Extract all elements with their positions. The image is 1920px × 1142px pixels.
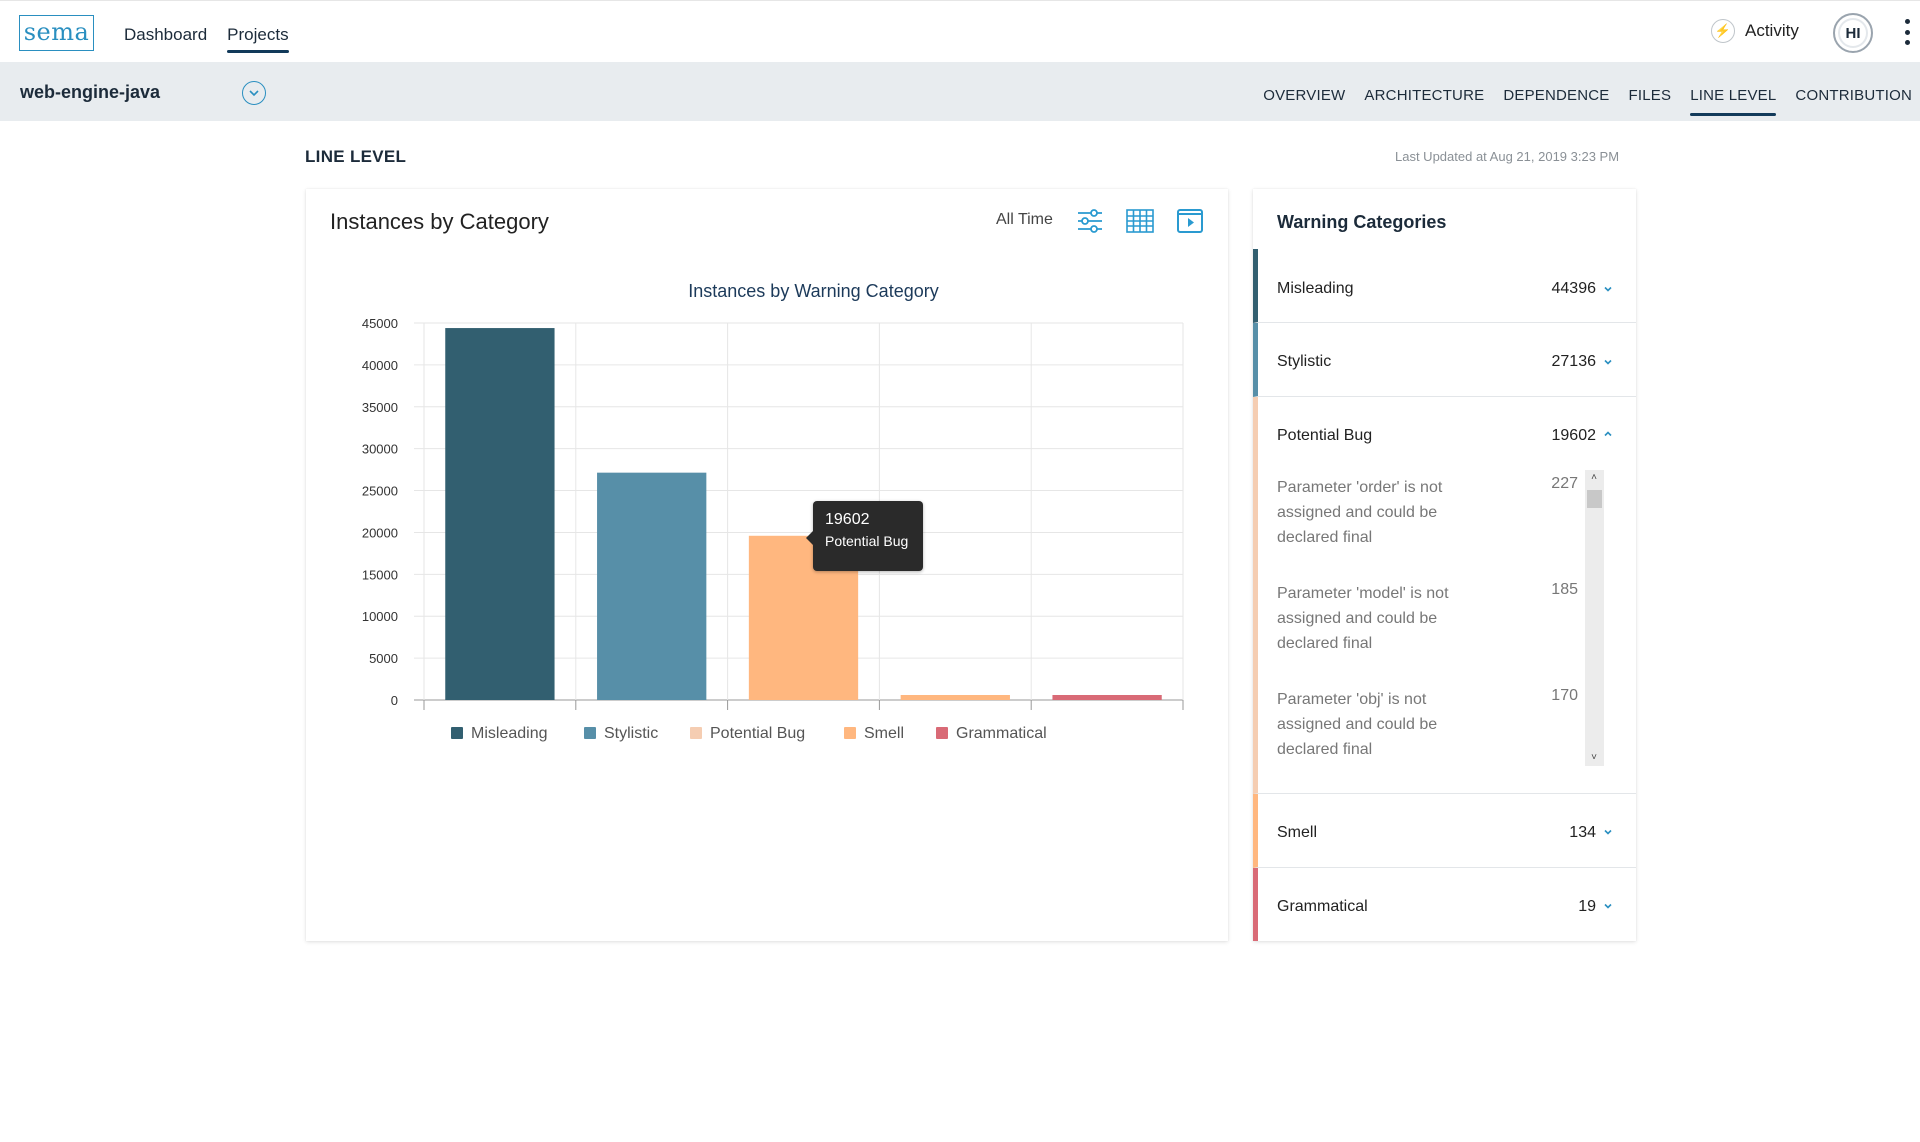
y-tick-label: 30000 <box>362 442 398 457</box>
warning-categories-card: Warning Categories Misleading 44396 Styl… <box>1253 189 1636 941</box>
filter-sliders-icon[interactable] <box>1076 207 1104 235</box>
category-name: Potential Bug <box>1277 427 1373 444</box>
category-potential-bug[interactable]: Potential Bug 19602 Parameter 'order' is… <box>1253 397 1636 794</box>
y-tick-label: 25000 <box>362 484 398 499</box>
legend-label: Grammatical <box>956 725 1047 742</box>
legend-swatch <box>936 727 948 739</box>
nav-projects[interactable]: Projects <box>227 25 290 53</box>
tab-dependence[interactable]: DEPENDENCE <box>1503 87 1610 104</box>
scroll-up-icon[interactable]: ˄ <box>1591 472 1597 483</box>
chevron-down-icon <box>1604 359 1612 365</box>
project-name: web-engine-java <box>20 82 161 102</box>
chart-title: Instances by Warning Category <box>688 281 938 301</box>
chart-tooltip: 19602 Potential Bug <box>806 501 923 571</box>
nav-dashboard[interactable]: Dashboard <box>124 25 208 44</box>
details-scrollbar[interactable]: ˄ ˅ <box>1585 470 1604 766</box>
category-count: 19 <box>1578 898 1596 915</box>
tab-files[interactable]: FILES <box>1628 87 1672 104</box>
present-icon[interactable] <box>1176 207 1204 235</box>
category-stylistic[interactable]: Stylistic 27136 <box>1253 323 1636 397</box>
project-tabs: OVERVIEW ARCHITECTURE DEPENDENCE FILES L… <box>1263 87 1912 116</box>
last-updated: Last Updated at Aug 21, 2019 3:23 PM <box>1395 149 1620 164</box>
top-bar: sema Dashboard Projects ⚡ Activity HI <box>0 0 1920 62</box>
warning-detail-text: Parameter 'obj' is not assigned and coul… <box>1277 691 1438 758</box>
main-nav: Dashboard Projects <box>124 25 290 53</box>
y-tick-label: 0 <box>391 693 398 708</box>
y-tick-label: 20000 <box>362 525 398 540</box>
activity-button[interactable]: ⚡ Activity <box>1711 19 1799 43</box>
legend-swatch <box>690 727 702 739</box>
warning-detail-count: 185 <box>1551 581 1578 598</box>
scrollbar-thumb[interactable] <box>1587 490 1602 508</box>
warning-detail-count: 170 <box>1551 687 1578 704</box>
chevron-up-icon <box>1604 431 1612 437</box>
avatar[interactable]: HI <box>1833 13 1873 53</box>
warning-detail-text: Parameter 'order' is not assigned and co… <box>1277 479 1443 546</box>
tab-architecture[interactable]: ARCHITECTURE <box>1364 87 1485 104</box>
chevron-down-icon <box>1604 286 1612 292</box>
category-misleading[interactable]: Misleading 44396 <box>1253 249 1636 323</box>
chevron-down-icon <box>1604 829 1612 835</box>
bar-smell <box>900 695 1010 700</box>
category-smell[interactable]: Smell 134 <box>1253 794 1636 868</box>
card-title: Instances by Category <box>330 209 549 234</box>
warning-detail-text: Parameter 'model' is not assigned and co… <box>1277 585 1449 652</box>
legend-swatch <box>844 727 856 739</box>
table-icon[interactable] <box>1126 207 1154 235</box>
warning-categories-title: Warning Categories <box>1277 212 1447 232</box>
bar-stylistic <box>597 472 707 700</box>
y-tick-label: 10000 <box>362 609 398 624</box>
sema-logo[interactable]: sema <box>19 15 94 51</box>
tooltip-label: Potential Bug <box>825 533 909 549</box>
category-count: 19602 <box>1551 427 1597 444</box>
category-count: 27136 <box>1551 353 1597 370</box>
page-title: LINE LEVEL <box>305 147 407 166</box>
time-filter[interactable]: All Time <box>996 211 1053 228</box>
bar-chart: Instances by Warning Category 0 5000 10000 1… <box>362 281 1184 742</box>
y-tick-label: 15000 <box>362 567 398 582</box>
lightning-icon: ⚡ <box>1711 19 1735 43</box>
tab-contribution[interactable]: CONTRIBUTION <box>1795 87 1912 104</box>
category-count: 134 <box>1569 824 1596 841</box>
y-tick-label: 40000 <box>362 358 398 373</box>
tab-line-level[interactable]: LINE LEVEL <box>1690 87 1777 116</box>
y-tick-label: 35000 <box>362 400 398 415</box>
category-name: Stylistic <box>1277 353 1332 370</box>
y-tick-label: 5000 <box>369 651 398 666</box>
category-name: Grammatical <box>1277 898 1368 915</box>
scroll-down-icon[interactable]: ˅ <box>1591 752 1597 763</box>
activity-label: Activity <box>1745 21 1799 40</box>
legend-label: Smell <box>864 725 904 742</box>
legend-swatch <box>584 727 596 739</box>
y-tick-label: 45000 <box>362 316 398 331</box>
tooltip-value: 19602 <box>825 511 870 528</box>
more-menu-icon[interactable] <box>1903 19 1911 45</box>
category-count: 44396 <box>1551 280 1597 297</box>
category-name: Misleading <box>1277 280 1354 297</box>
legend-label: Misleading <box>471 725 547 742</box>
project-bar: web-engine-java OVERVIEW ARCHITECTURE DE… <box>0 62 1920 121</box>
legend-label: Stylistic <box>604 725 658 742</box>
legend-swatch <box>451 727 463 739</box>
legend-label: Potential Bug <box>710 725 805 742</box>
warning-detail-count: 227 <box>1551 475 1578 492</box>
bar-misleading <box>445 328 555 700</box>
category-grammatical[interactable]: Grammatical 19 <box>1253 868 1636 941</box>
chevron-down-icon[interactable] <box>242 81 266 105</box>
category-name: Smell <box>1277 824 1318 841</box>
chevron-down-icon <box>1604 903 1612 909</box>
instances-chart-card: Instances by Category All Time Instances… <box>306 189 1228 941</box>
tab-overview[interactable]: OVERVIEW <box>1263 87 1346 104</box>
bar-grammatical <box>1052 695 1162 700</box>
